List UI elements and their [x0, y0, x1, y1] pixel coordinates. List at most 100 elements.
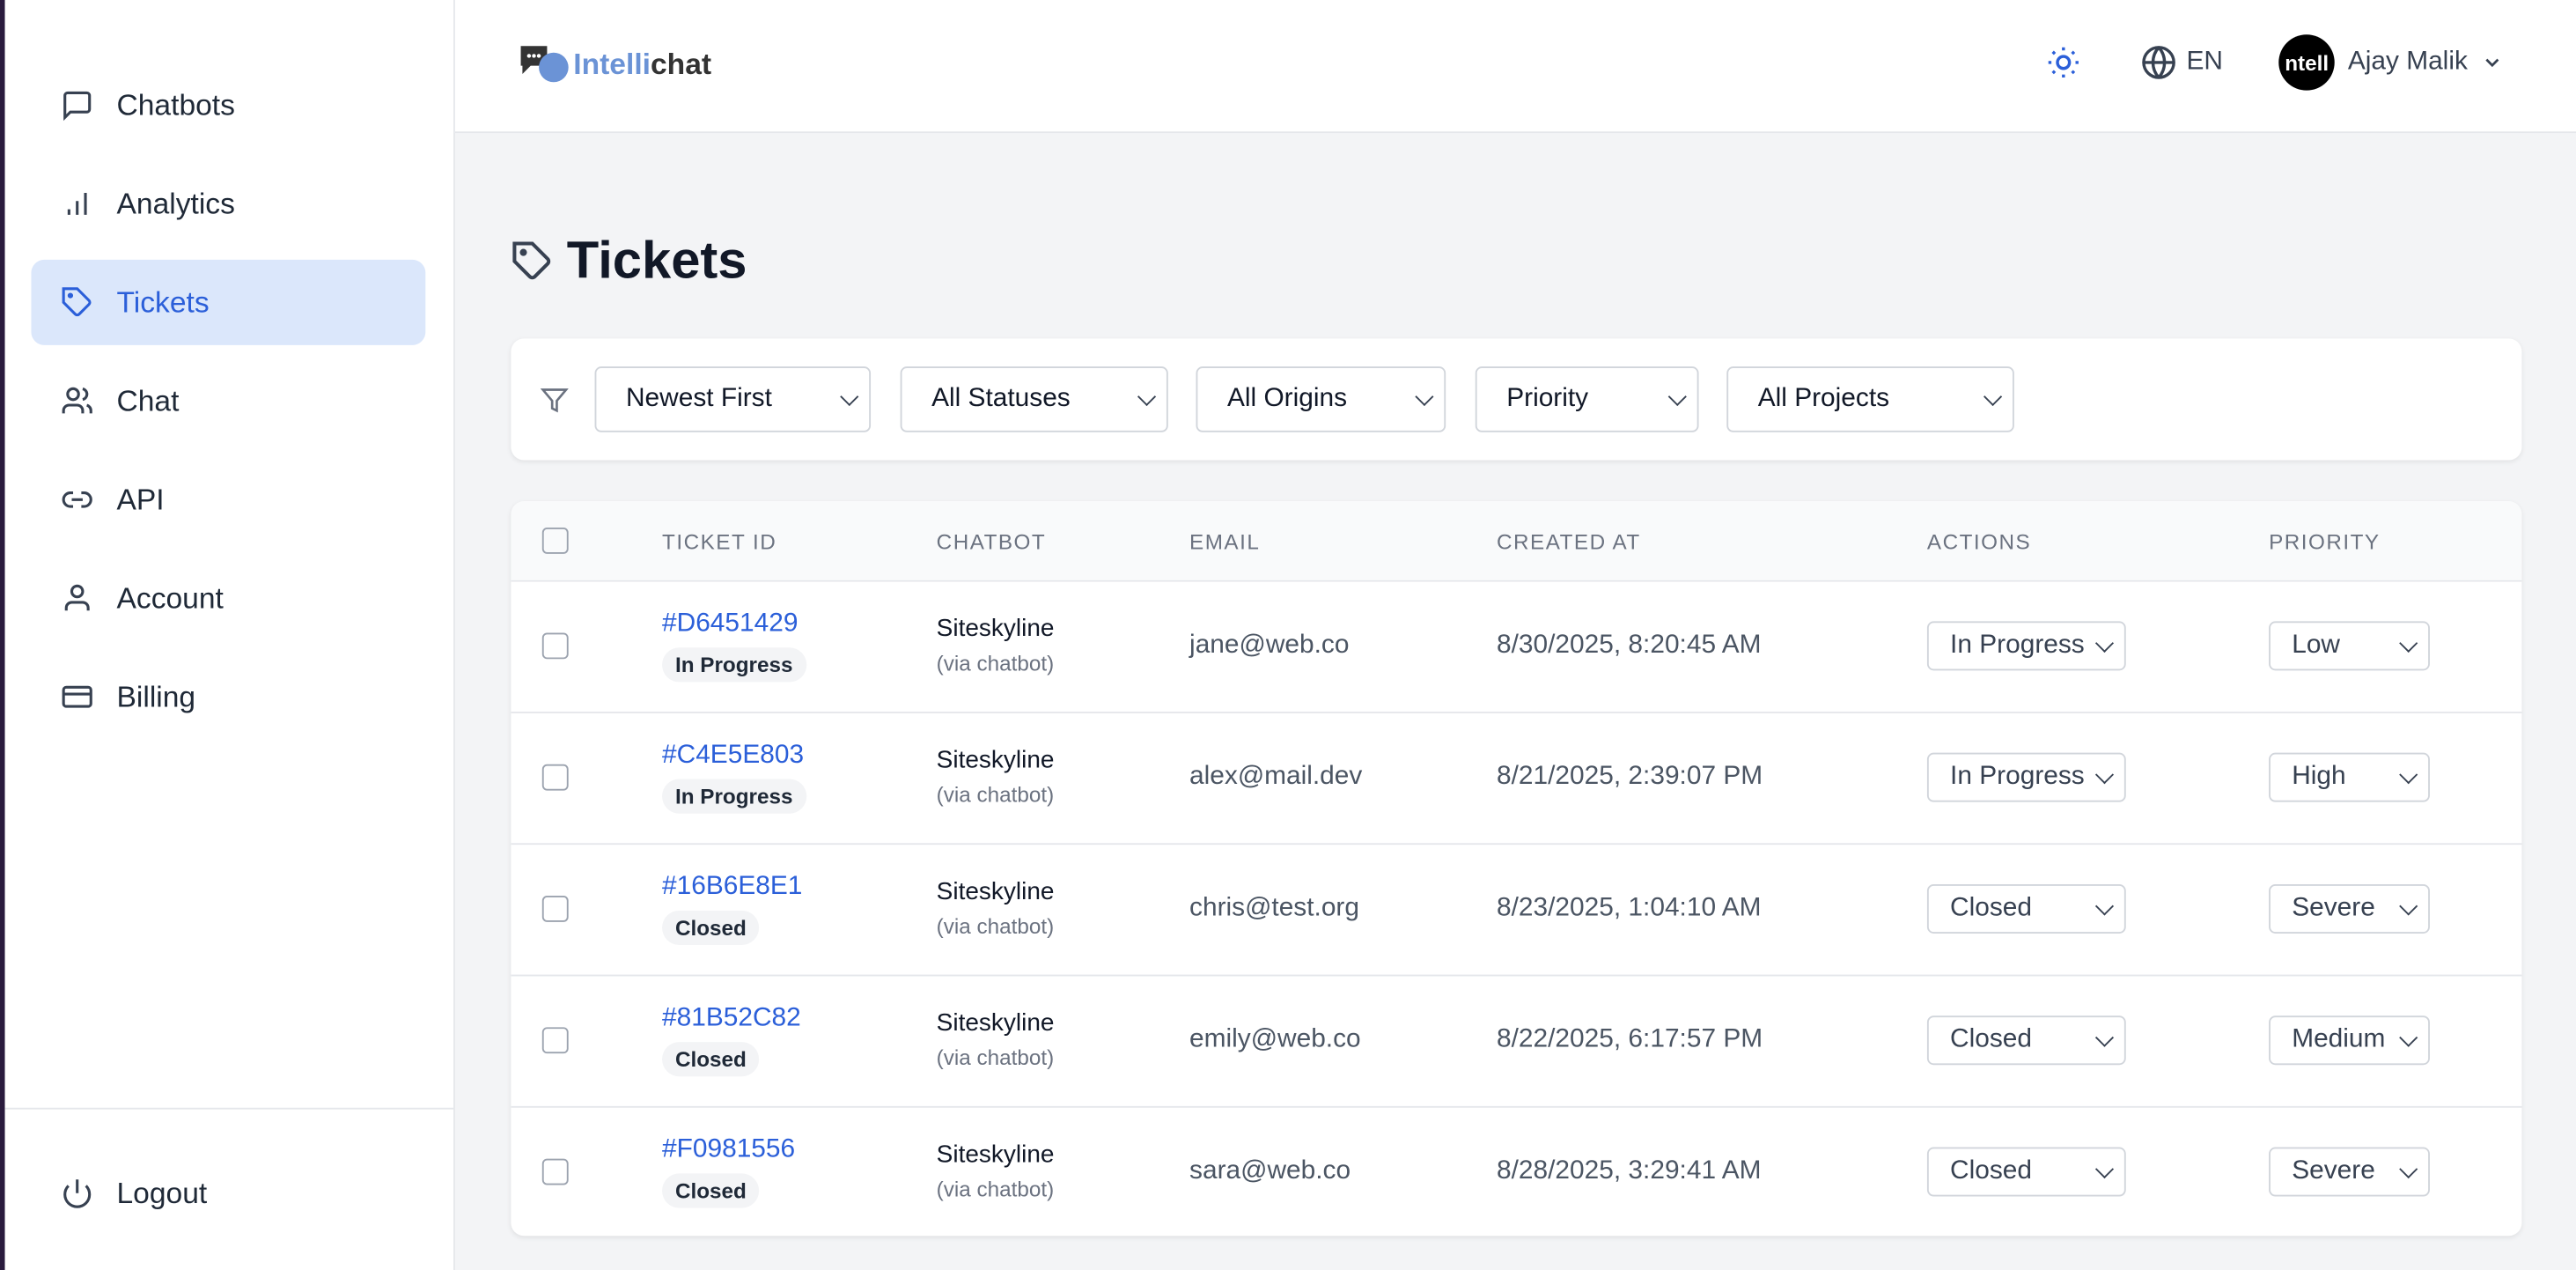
- language-selector[interactable]: EN: [2140, 44, 2223, 80]
- column-header: TICKET ID: [662, 528, 777, 554]
- priority-select[interactable]: Severe: [2269, 883, 2430, 934]
- action-status-select[interactable]: Closed: [1926, 883, 2126, 934]
- chatbot-origin: (via chatbot): [936, 782, 1055, 808]
- link-icon: [62, 491, 92, 508]
- sidebar-item-label: Tickets: [116, 284, 210, 319]
- row-checkbox[interactable]: [541, 764, 569, 791]
- origin-filter-select[interactable]: All Origins: [1196, 366, 1446, 432]
- sidebar-item-account[interactable]: Account: [31, 556, 425, 641]
- project-filter-select[interactable]: All Projects: [1726, 366, 2014, 432]
- column-header: EMAIL: [1189, 528, 1261, 554]
- email: sara@web.co: [1189, 1156, 1351, 1185]
- sidebar-item-label: API: [116, 482, 165, 516]
- priority-select[interactable]: Medium: [2269, 1015, 2430, 1066]
- created-at: 8/28/2025, 3:29:41 AM: [1497, 1156, 1762, 1185]
- filter-icon: [540, 388, 569, 413]
- sidebar-divider: [4, 1107, 454, 1110]
- email: alex@mail.dev: [1189, 762, 1363, 791]
- email: chris@test.org: [1189, 894, 1359, 922]
- bar-chart-icon: [67, 192, 87, 215]
- window-edge: [0, 0, 5, 1270]
- logo[interactable]: Intelli chat: [518, 43, 711, 86]
- ticket-id-link[interactable]: #16B6E8E1: [662, 872, 803, 901]
- chatbot-name: Siteskyline: [936, 614, 1055, 643]
- tag-icon: [512, 240, 551, 279]
- chatbot-name: Siteskyline: [936, 746, 1055, 774]
- priority-select[interactable]: Low: [2269, 621, 2430, 671]
- action-status-select[interactable]: Closed: [1926, 1015, 2126, 1066]
- column-header: ACTIONS: [1926, 528, 2032, 554]
- chatbot-origin: (via chatbot): [936, 913, 1055, 939]
- status-badge: Closed: [662, 1042, 760, 1077]
- sort-select[interactable]: Newest First: [594, 366, 872, 432]
- status-filter-select[interactable]: All Statuses: [900, 366, 1168, 432]
- column-header: PRIORITY: [2269, 528, 2381, 554]
- user-menu[interactable]: ntell Ajay Malik: [2278, 34, 2503, 91]
- table-row: #81B52C82 Closed Siteskyline (via chatbo…: [511, 975, 2522, 1108]
- chatbot-origin: (via chatbot): [936, 650, 1055, 676]
- sidebar-item-label: Analytics: [116, 186, 235, 220]
- status-badge: In Progress: [662, 647, 806, 683]
- chatbot-name: Siteskyline: [936, 877, 1055, 906]
- chatbot-origin: (via chatbot): [936, 1177, 1055, 1202]
- action-status-select[interactable]: In Progress: [1926, 752, 2126, 802]
- priority-select[interactable]: Severe: [2269, 1147, 2430, 1197]
- top-header: Intelli chat EN ntell Ajay Malik: [454, 0, 2576, 134]
- ticket-id-link[interactable]: #D6451429: [662, 609, 799, 639]
- language-label: EN: [2186, 48, 2224, 76]
- column-header: CHATBOT: [936, 528, 1047, 554]
- sun-icon[interactable]: [2045, 44, 2081, 80]
- ticket-id-link[interactable]: #F0981556: [662, 1135, 796, 1164]
- logo-text-primary: Intelli: [573, 47, 651, 80]
- user-name: Ajay Malik: [2347, 48, 2468, 76]
- status-badge: Closed: [662, 1173, 760, 1208]
- logo-text-secondary: chat: [651, 47, 712, 80]
- priority-filter-select[interactable]: Priority: [1475, 366, 1699, 432]
- action-status-select[interactable]: In Progress: [1926, 621, 2126, 671]
- chat-bubbles-logo-icon: [520, 46, 569, 83]
- sidebar: Chatbots Analytics Tickets Chat API Acco…: [4, 0, 455, 1270]
- column-header: CREATED AT: [1497, 528, 1641, 554]
- table-row: #F0981556 Closed Siteskyline (via chatbo…: [511, 1106, 2521, 1236]
- table-row: #16B6E8E1 Closed Siteskyline (via chatbo…: [511, 843, 2522, 977]
- user-icon: [64, 584, 90, 611]
- filter-bar: Newest First All Statuses All Origins Pr…: [511, 338, 2522, 461]
- sidebar-item-chat[interactable]: Chat: [31, 358, 425, 444]
- message-square-icon: [63, 91, 92, 122]
- sidebar-item-billing[interactable]: Billing: [31, 654, 425, 740]
- sidebar-item-api[interactable]: API: [31, 457, 425, 543]
- created-at: 8/22/2025, 6:17:57 PM: [1497, 1025, 1763, 1054]
- created-at: 8/21/2025, 2:39:07 PM: [1497, 762, 1763, 791]
- page-title-text: Tickets: [566, 230, 747, 290]
- power-icon: [63, 1179, 92, 1208]
- chatbot-name: Siteskyline: [936, 1141, 1055, 1169]
- action-status-select[interactable]: Closed: [1926, 1147, 2126, 1197]
- sidebar-item-analytics[interactable]: Analytics: [31, 161, 425, 247]
- status-badge: Closed: [662, 910, 760, 946]
- chatbot-origin: (via chatbot): [936, 1045, 1055, 1070]
- table-row: #C4E5E803 In Progress Siteskyline (via c…: [511, 712, 2522, 845]
- select-all-checkbox[interactable]: [541, 528, 569, 554]
- ticket-id-link[interactable]: #C4E5E803: [662, 741, 805, 770]
- sidebar-item-chatbots[interactable]: Chatbots: [31, 63, 425, 148]
- sidebar-item-label: Billing: [116, 679, 196, 713]
- tickets-table: TICKET ID CHATBOT EMAIL CREATED AT ACTIO…: [511, 501, 2522, 1237]
- sidebar-item-tickets[interactable]: Tickets: [31, 259, 426, 345]
- avatar: ntell: [2278, 34, 2335, 91]
- email: jane@web.co: [1189, 631, 1350, 660]
- chatbot-name: Siteskyline: [936, 1008, 1055, 1037]
- credit-card-icon: [62, 685, 92, 708]
- ticket-id-link[interactable]: #81B52C82: [662, 1004, 801, 1032]
- row-checkbox[interactable]: [541, 1027, 569, 1054]
- row-checkbox[interactable]: [541, 632, 569, 660]
- priority-select[interactable]: High: [2269, 752, 2430, 802]
- created-at: 8/30/2025, 8:20:45 AM: [1497, 631, 1762, 660]
- tag-icon: [62, 287, 92, 317]
- logout-button[interactable]: Logout: [31, 1150, 425, 1236]
- sidebar-item-label: Chat: [116, 383, 180, 417]
- row-checkbox[interactable]: [541, 1158, 569, 1185]
- row-checkbox[interactable]: [541, 896, 569, 922]
- status-badge: In Progress: [662, 779, 806, 814]
- sidebar-item-label: Account: [116, 580, 224, 614]
- logout-label: Logout: [116, 1176, 208, 1209]
